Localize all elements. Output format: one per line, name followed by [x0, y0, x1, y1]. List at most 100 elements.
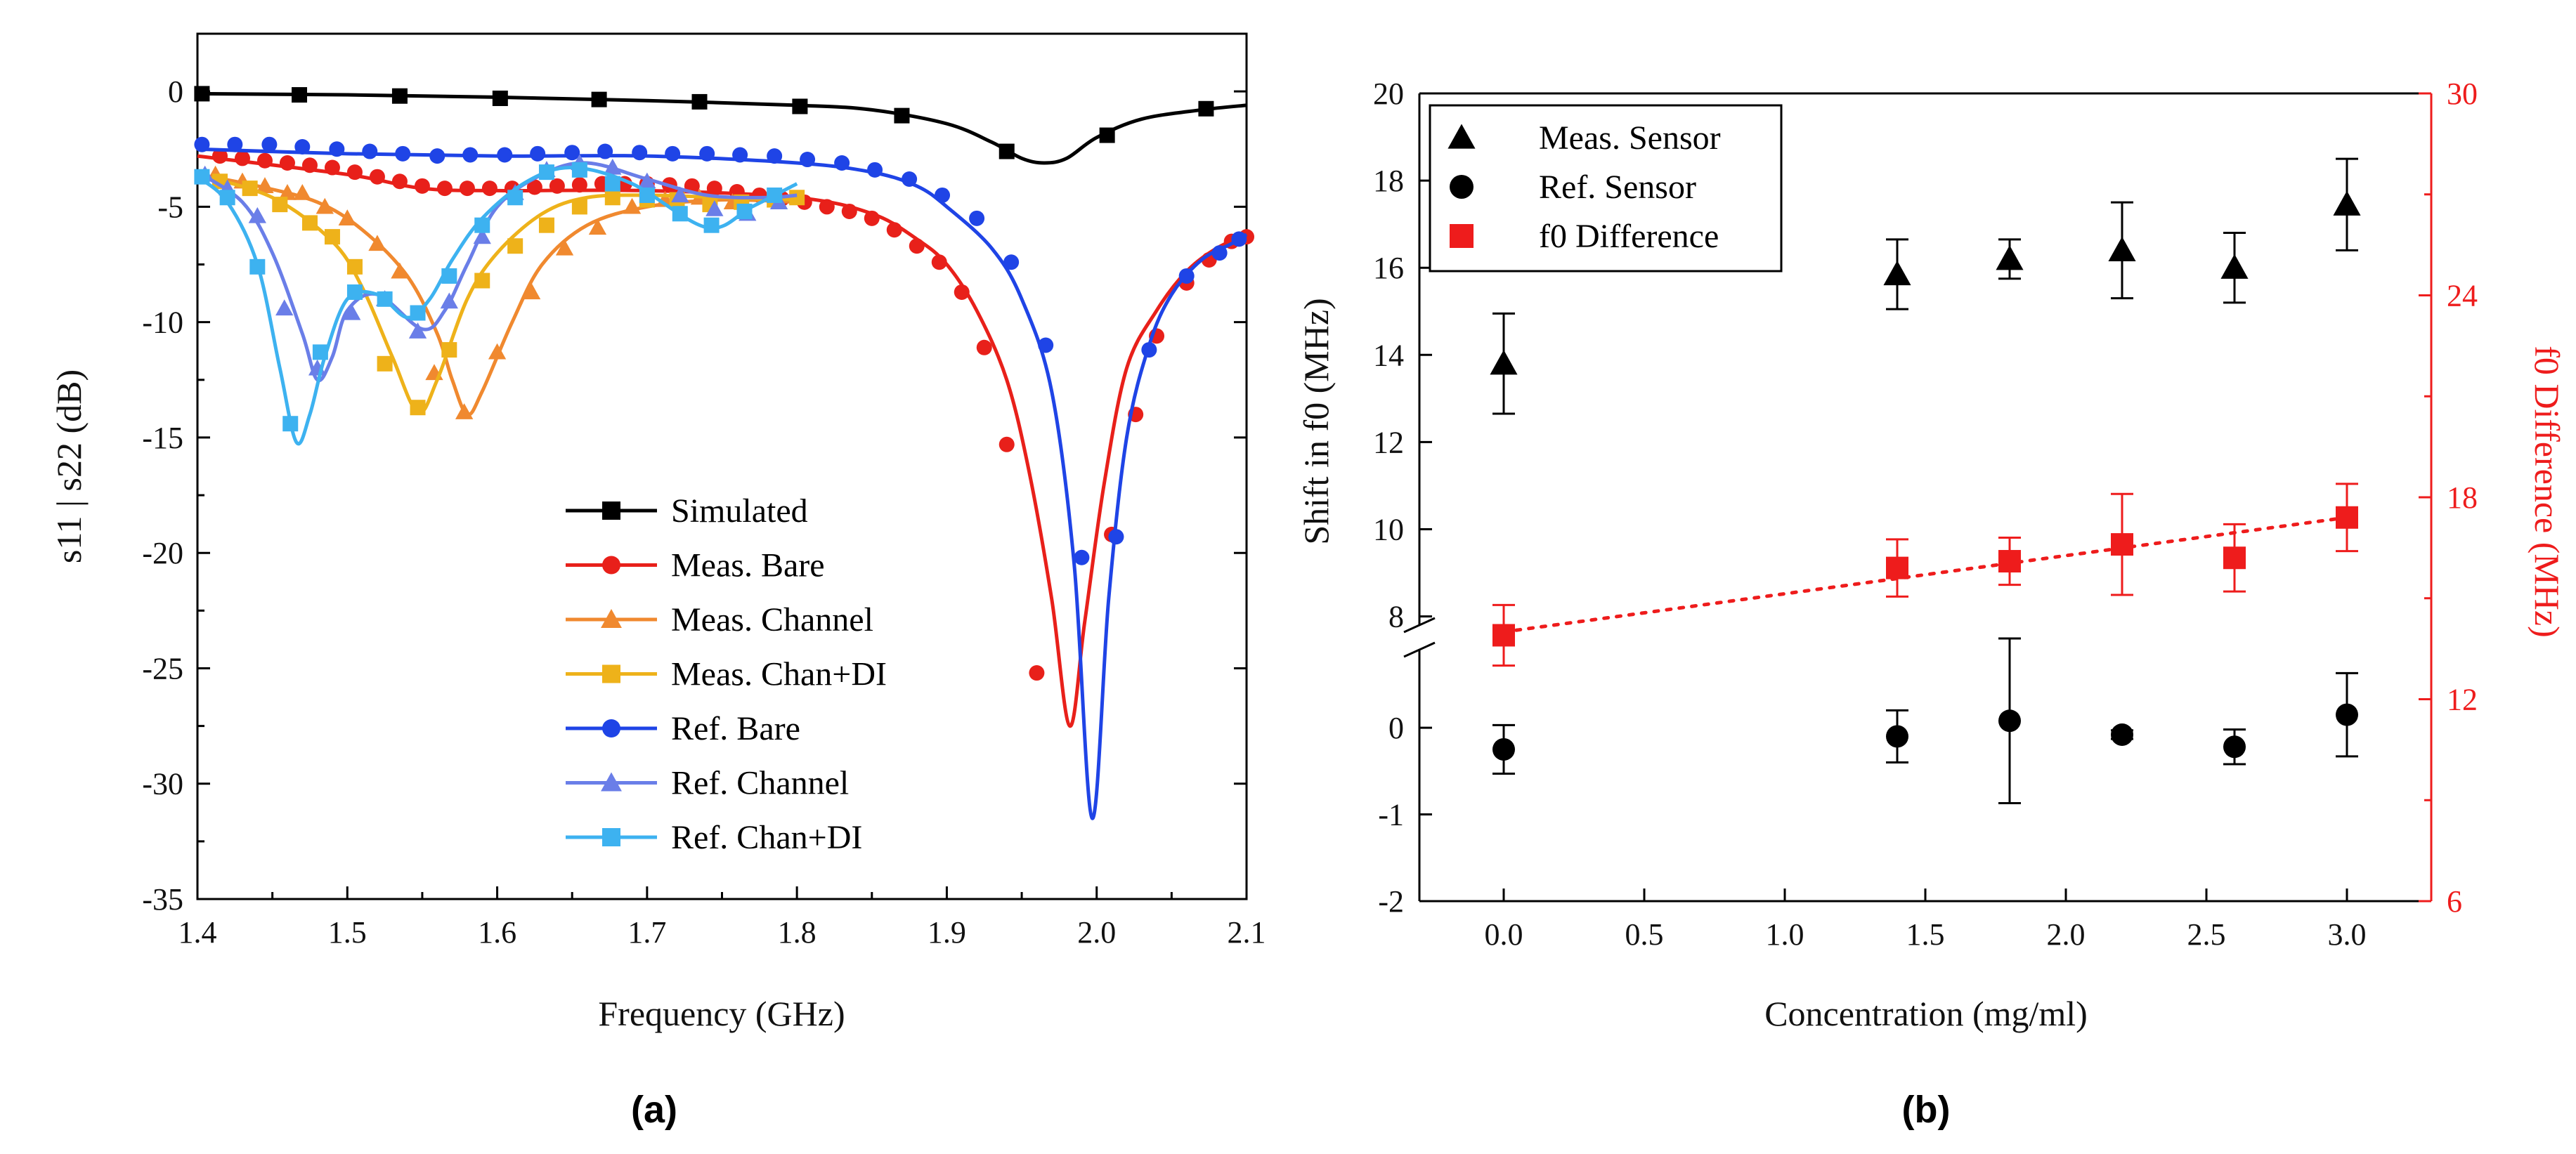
data-point — [886, 222, 902, 238]
data-point — [408, 322, 427, 339]
y-tick-label: -5 — [157, 190, 183, 224]
y-tick-label: -2 — [1378, 884, 1404, 919]
data-point — [1074, 549, 1090, 565]
data-point — [526, 179, 542, 195]
data-point — [282, 416, 299, 432]
data-point — [194, 169, 210, 185]
legend-entry: Simulated — [671, 492, 808, 530]
data-point — [474, 217, 490, 233]
y-right-tick-label: 6 — [2447, 884, 2462, 919]
x-tick-label: 2.1 — [1228, 915, 1266, 950]
data-point — [410, 400, 426, 416]
trendline — [1502, 516, 2349, 634]
data-point — [256, 177, 274, 193]
data-point — [391, 88, 408, 104]
x-tick-label: 1.4 — [178, 915, 217, 950]
data-point — [369, 169, 385, 185]
data-point — [248, 206, 266, 223]
legend-entry: Meas. Bare — [671, 547, 825, 584]
data-point — [507, 190, 523, 206]
data-point — [699, 145, 715, 162]
series-simulated — [194, 86, 1247, 165]
series-meas-bare — [197, 148, 1254, 728]
data-point — [194, 86, 210, 102]
data-point — [591, 91, 607, 107]
panel-a-legend: Simulated Meas. Bare Meas. Channel Meas. Ch… — [566, 492, 887, 856]
data-point — [564, 145, 580, 161]
data-point — [638, 172, 656, 189]
data-point — [459, 181, 475, 197]
data-point — [1038, 337, 1054, 353]
x-tick-label: 1.7 — [627, 915, 666, 950]
y-tick-label: -1 — [1378, 798, 1404, 832]
data-point — [2223, 546, 2246, 570]
data-point — [1886, 725, 1908, 748]
legend-entry: Meas. Sensor — [1539, 119, 1721, 157]
y-tick-label: 12 — [1373, 425, 1404, 459]
series-ref-sensor — [1492, 637, 2358, 805]
data-point — [902, 171, 918, 187]
y-right-tick-label: 12 — [2447, 683, 2478, 717]
x-tick-label: 2.0 — [2047, 917, 2086, 952]
x-tick-label: 1.9 — [928, 915, 966, 950]
data-point — [864, 210, 880, 226]
data-point — [1108, 529, 1124, 545]
data-point — [507, 238, 523, 254]
x-tick-label: 0.0 — [1485, 917, 1523, 952]
legend-entry: Meas. Chan+DI — [671, 656, 887, 693]
data-point — [2336, 506, 2358, 529]
legend-box — [1429, 104, 1783, 273]
data-point — [604, 176, 620, 192]
data-point — [976, 339, 992, 355]
data-point — [706, 181, 722, 197]
data-point — [272, 197, 288, 213]
panel-b-caption: (b) — [1902, 1089, 1951, 1131]
data-point — [571, 199, 587, 215]
data-point — [867, 162, 883, 178]
data-point — [242, 181, 258, 197]
y-tick-label: 18 — [1373, 164, 1404, 198]
data-point — [931, 254, 947, 270]
data-point — [338, 209, 356, 225]
legend-marker — [602, 719, 620, 737]
data-point — [414, 178, 430, 194]
y-tick-label: -20 — [142, 536, 183, 570]
data-point — [538, 217, 554, 233]
panel-b-ylabel-right: f0 Difference (MHz) — [2528, 346, 2567, 638]
y-tick-label: 0 — [168, 74, 183, 109]
data-point — [441, 268, 457, 284]
data-point — [474, 273, 490, 289]
data-point — [792, 98, 808, 114]
data-point — [324, 229, 340, 245]
x-tick-label: 3.0 — [2328, 917, 2367, 952]
data-point — [377, 291, 393, 307]
data-point — [671, 186, 689, 203]
data-point — [249, 258, 266, 275]
series-ref-chan-di — [194, 162, 798, 446]
data-point — [481, 181, 497, 197]
y-tick-label: -35 — [142, 882, 183, 917]
data-point — [732, 147, 748, 163]
data-point — [346, 164, 363, 181]
data-point — [736, 203, 753, 219]
data-point — [440, 292, 458, 309]
data-point — [1141, 342, 1157, 358]
series-ref-bare — [194, 136, 1248, 820]
data-point — [462, 147, 479, 163]
data-point — [522, 283, 541, 300]
series-f0-difference — [1492, 483, 2358, 667]
x-tick-label: 1.5 — [1906, 917, 1945, 952]
data-point — [212, 173, 228, 190]
data-point — [1492, 624, 1515, 647]
data-point — [2336, 703, 2358, 726]
legend-marker — [601, 772, 622, 792]
data-point — [1996, 245, 2024, 270]
legend-marker — [1450, 224, 1474, 248]
data-point — [377, 355, 393, 372]
data-point — [691, 93, 708, 110]
data-point — [227, 136, 243, 152]
x-tick-label: 2.5 — [2187, 917, 2226, 952]
panel-a-xlabel: Frequency (GHz) — [598, 994, 845, 1033]
data-point — [819, 199, 835, 215]
